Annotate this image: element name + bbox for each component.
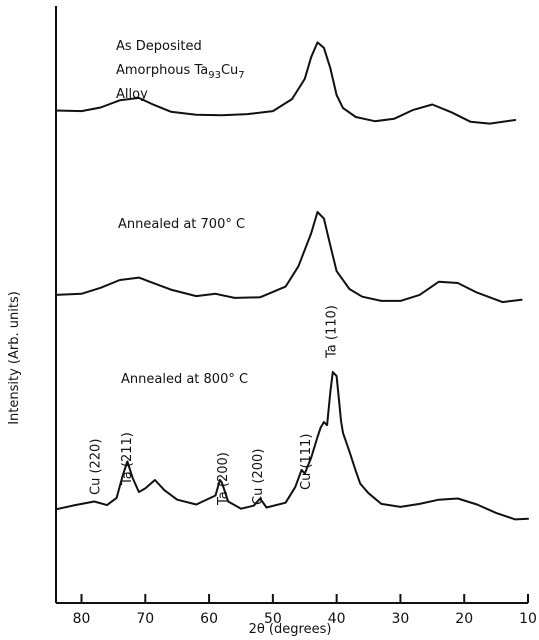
series-title-annealed-700: Annealed at 700° C	[118, 217, 245, 232]
series-title-as-deposited-line-2: Amorphous Ta93Cu7	[116, 63, 245, 81]
x-tick-label-20: 20	[455, 611, 473, 627]
series-title-as-deposited-mid: Cu	[221, 63, 238, 78]
x-axis-tick-labels: 80 70 60 50 40 30 20 10	[73, 611, 537, 627]
x-tick-label-60: 60	[200, 611, 218, 627]
series-title-as-deposited-line-3: Alloy	[116, 87, 148, 102]
peak-label-cu-200: Cu (200)	[251, 449, 266, 505]
series-title-as-deposited-line-2-main: Amorphous Ta	[116, 63, 208, 78]
series-line-annealed-700	[55, 211, 523, 304]
series-title-annealed-800: Annealed at 800° C	[121, 372, 248, 387]
x-tick-label-10: 10	[519, 611, 537, 627]
peak-label-ta-211: Ta (211)	[120, 432, 135, 486]
y-axis-title: Intensity (Arb. units)	[7, 291, 22, 425]
peak-label-ta-200: Ta (200)	[216, 452, 231, 506]
x-tick-label-80: 80	[73, 611, 91, 627]
peak-labels: Cu (220) Ta (211) Ta (200) Cu (200) Cu (111)…	[88, 305, 339, 506]
x-tick-label-30: 30	[392, 611, 410, 627]
series-traces	[55, 41, 529, 521]
x-tick-label-50: 50	[264, 611, 282, 627]
x-tick-label-40: 40	[328, 611, 346, 627]
peak-label-cu-220: Cu (220)	[88, 439, 103, 495]
series-title-as-deposited-line-1: As Deposited	[116, 39, 202, 54]
peak-label-cu-111: Cu (111)	[299, 434, 314, 490]
x-axis-title: 2θ (degrees)	[249, 622, 332, 637]
series-title-as-deposited-sub-1: 93	[208, 70, 221, 81]
x-tick-label-70: 70	[136, 611, 154, 627]
x-axis-ticks	[80, 594, 529, 603]
series-line-as-deposited	[55, 41, 517, 125]
series-title-as-deposited-sub-2: 7	[238, 70, 244, 81]
series-line-annealed-800	[55, 371, 529, 521]
peak-label-ta-110: Ta (110)	[324, 305, 339, 359]
